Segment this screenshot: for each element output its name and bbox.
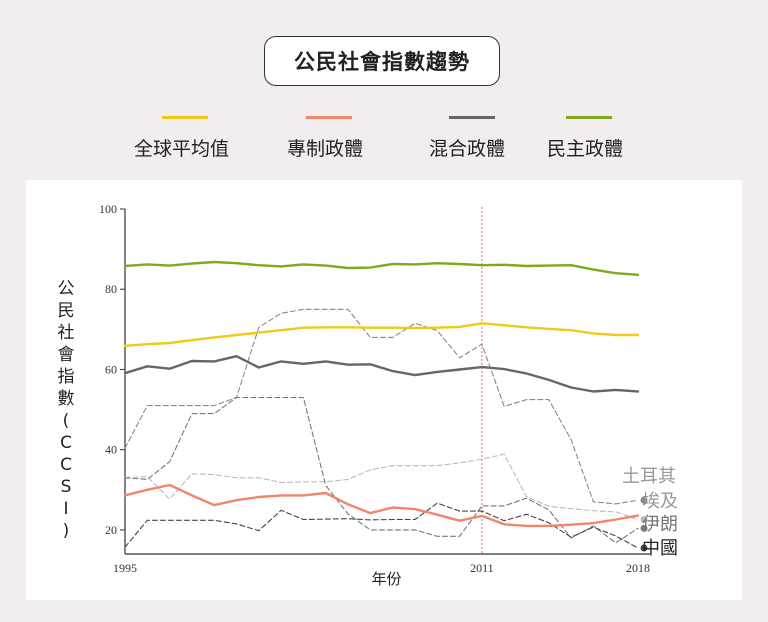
legend-label-hybrid: 混合政體 xyxy=(429,138,506,160)
series-line-0 xyxy=(123,260,640,277)
legend-swatch-democracy xyxy=(566,116,612,119)
x-tick-label: 1995 xyxy=(113,561,137,575)
line-chart: 20 40 60 80 100 1995 2011 2018 年份 公民社會指數(C C S I) 土耳其… xyxy=(58,202,679,588)
chart-panel: 20 40 60 80 100 1995 2011 2018 年份 公民社會指數(C C S I) 土耳其… xyxy=(26,180,742,600)
series-line-7 xyxy=(124,502,639,549)
y-tick-label: 60 xyxy=(105,362,117,376)
y-tick-label: 80 xyxy=(105,282,117,296)
legend-swatch-authoritarian xyxy=(306,116,352,119)
chart-title: 公民社會指數趨勢 xyxy=(264,36,500,86)
y-tick-label: 40 xyxy=(105,443,117,457)
y-tick-label: 20 xyxy=(105,523,117,537)
series-line-1 xyxy=(123,322,640,348)
series-line-2 xyxy=(123,354,640,393)
x-tick-label: 2011 xyxy=(470,561,494,575)
legend-label-global: 全球平均值 xyxy=(134,138,230,160)
series-label-7: 中國 xyxy=(642,538,678,559)
series-label-4: 土耳其 xyxy=(622,466,676,487)
legend-label-authoritarian: 專制政體 xyxy=(287,138,364,160)
x-axis-title: 年份 xyxy=(371,570,401,588)
series-end-dot-6 xyxy=(640,524,648,532)
series-line-5 xyxy=(124,453,639,521)
y-axis-title: 公民社會指數(C C S I) xyxy=(58,279,75,541)
series-label-6: 伊朗 xyxy=(642,514,678,535)
series-end-dot-7 xyxy=(640,544,648,552)
legend-label-democracy: 民主政體 xyxy=(547,138,624,160)
legend-swatch-global xyxy=(162,116,208,119)
series-end-dot-4 xyxy=(640,496,648,504)
legend-swatch-hybrid xyxy=(449,116,495,119)
series-line-4 xyxy=(124,308,639,505)
series-label-5: 埃及 xyxy=(642,491,678,512)
series-end-dot-5 xyxy=(640,516,648,523)
series-line-6 xyxy=(124,396,639,544)
x-tick-label: 2018 xyxy=(626,561,650,575)
series-line-3 xyxy=(123,483,640,528)
y-tick-label: 100 xyxy=(99,202,117,216)
